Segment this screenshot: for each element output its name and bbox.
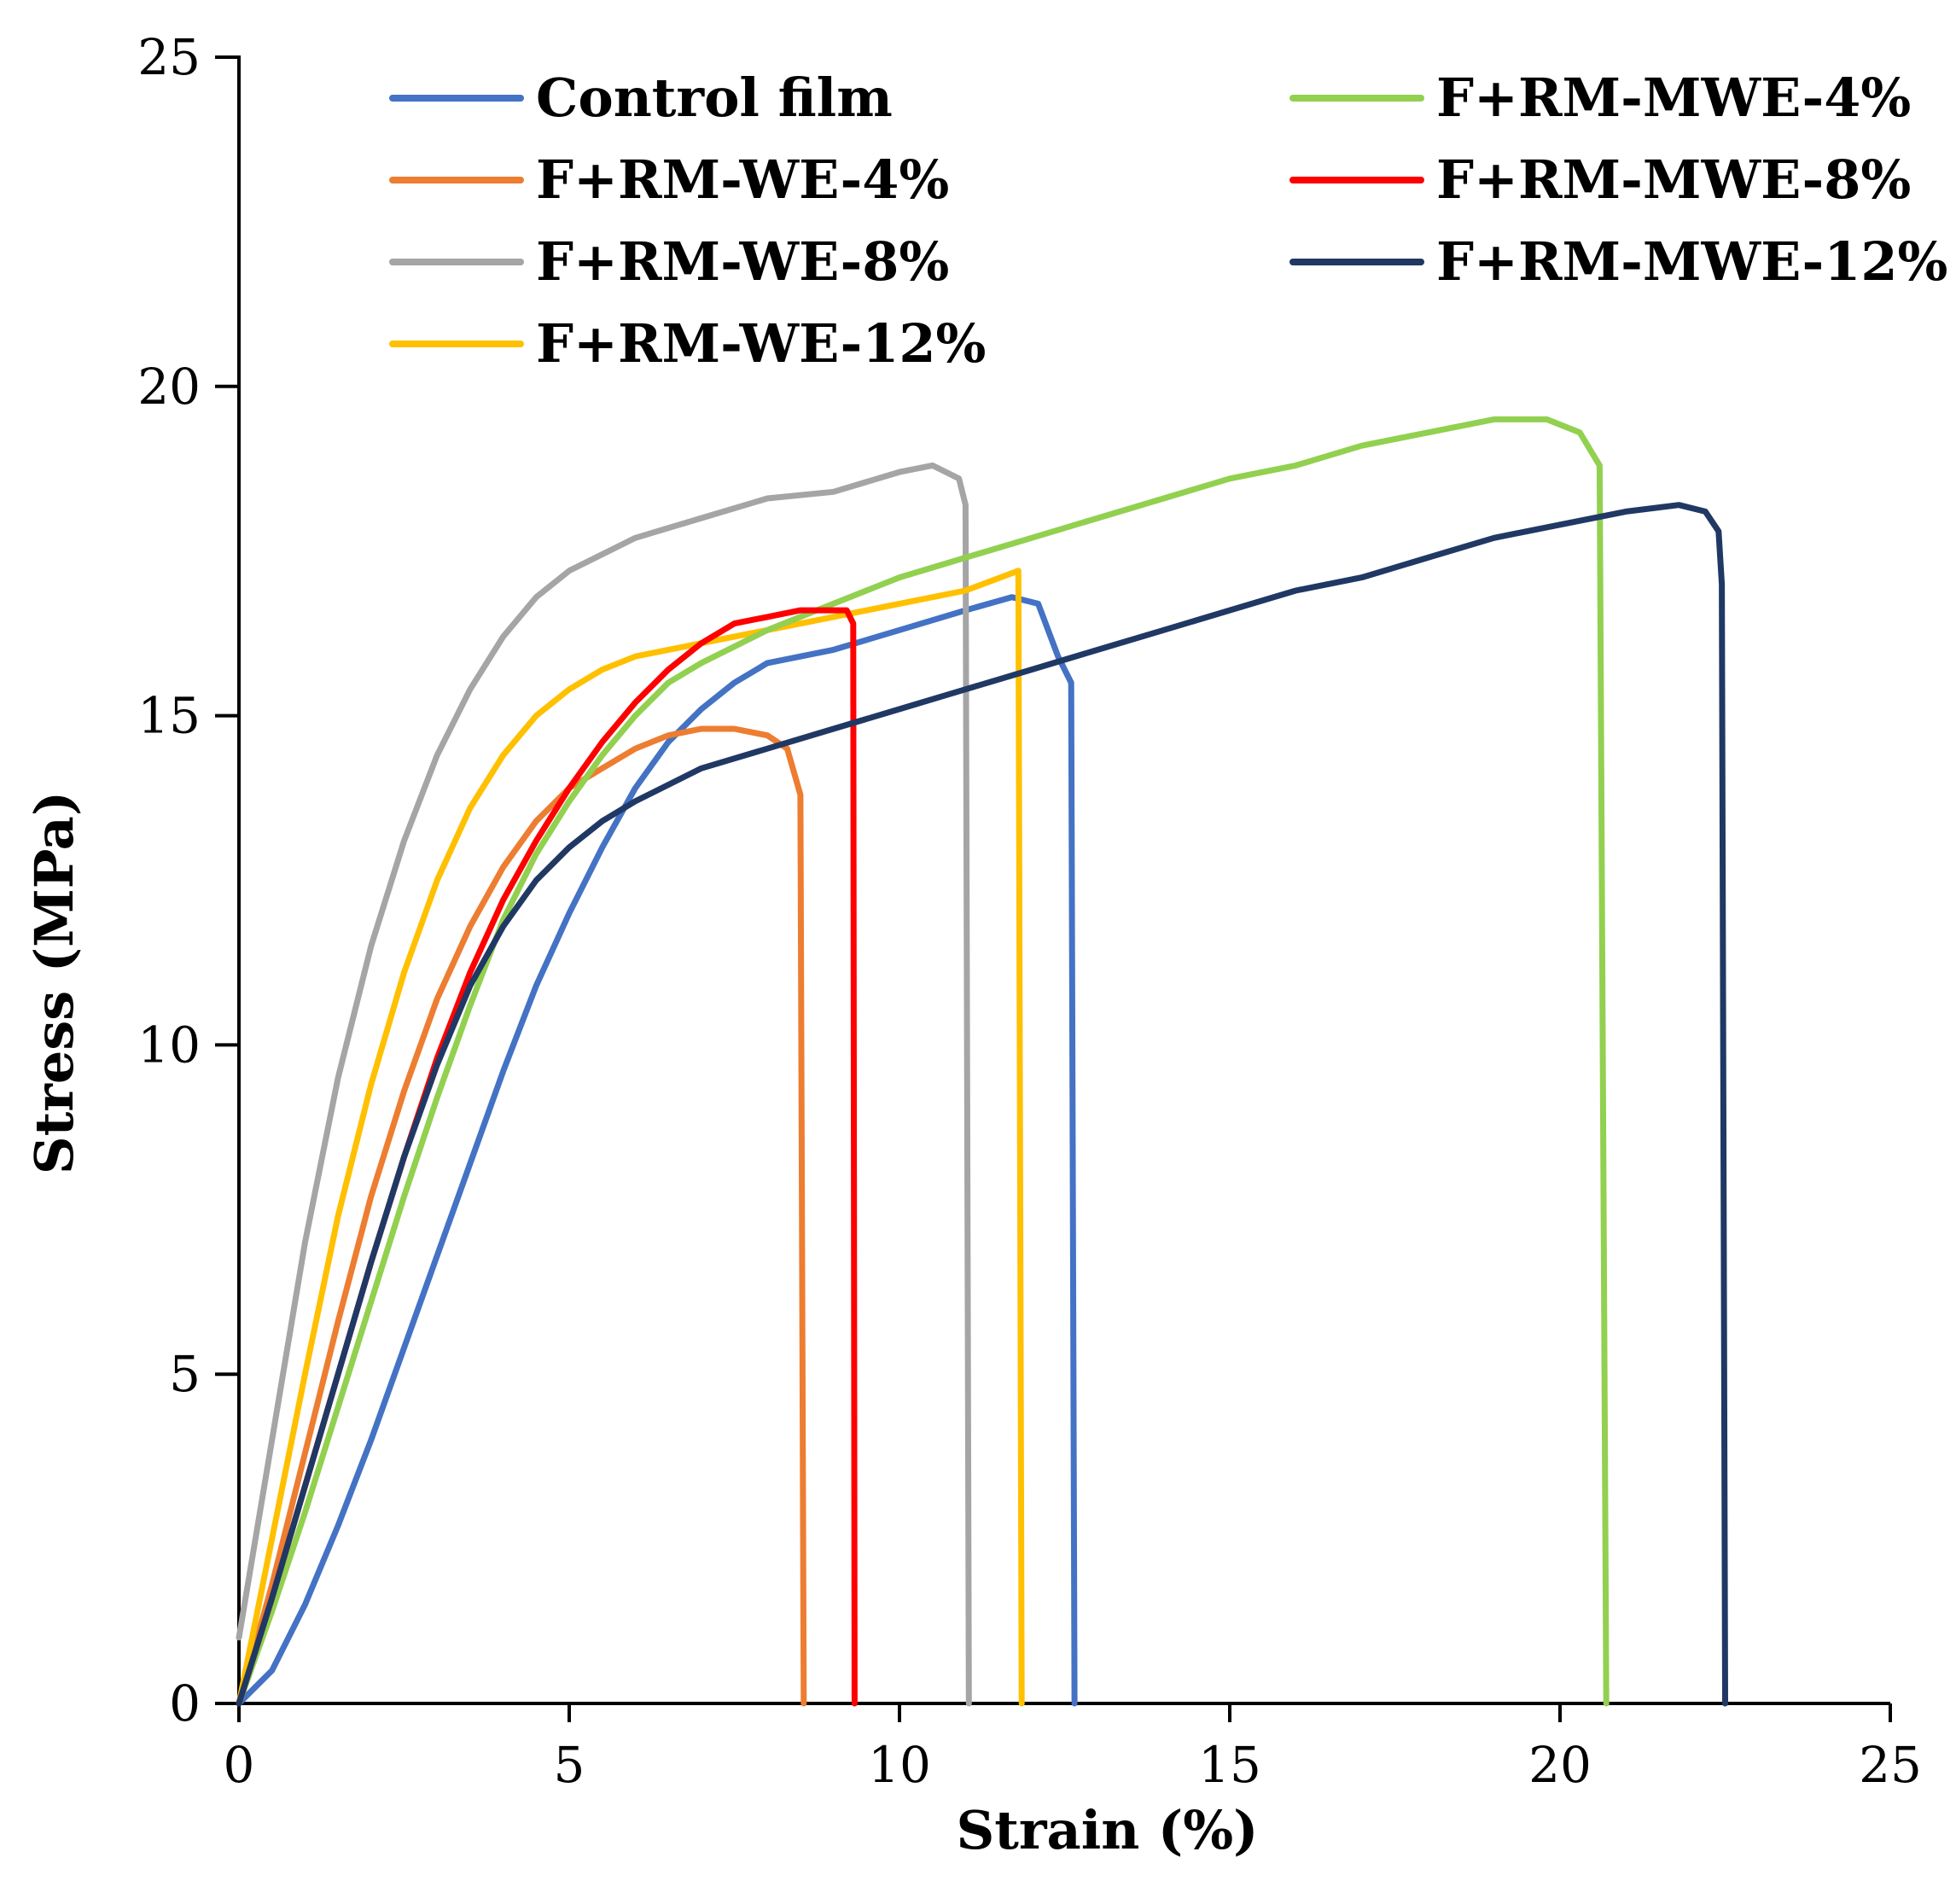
legend-label: F+RM-WE-12%: [536, 312, 986, 375]
y-tick-label: 20: [137, 358, 201, 416]
legend-item-f-rm-mwe-4: F+RM-MWE-4%: [1289, 67, 1911, 129]
y-tick-label: 15: [137, 687, 201, 745]
axes-layer: [237, 55, 1890, 1705]
x-tick-label: 0: [224, 1736, 255, 1794]
legend-label: Control film: [536, 67, 893, 129]
legend-label: F+RM-WE-8%: [536, 230, 949, 293]
x-tick-label: 5: [554, 1736, 585, 1794]
y-tick-label: 5: [169, 1345, 201, 1403]
x-axis-title: Strain (%): [956, 1799, 1258, 1861]
y-axis-title: Stress (MPa): [23, 791, 85, 1174]
x-tick-label: 15: [1198, 1736, 1261, 1794]
legend-label: F+RM-MWE-12%: [1436, 230, 1947, 293]
x-tick-label: 25: [1859, 1736, 1922, 1794]
x-tick-label: 10: [868, 1736, 931, 1794]
x-tick-label: 20: [1528, 1736, 1592, 1794]
y-tick-label: 0: [169, 1674, 201, 1732]
y-tick-label: 25: [137, 28, 201, 86]
legend-item-f-rm-we-4: F+RM-WE-4%: [389, 148, 949, 211]
series-line-control-film: [236, 594, 1078, 1707]
legend: Control film F+RM-MWE-4% F+RM-WE-4% F+RM-MW…: [389, 67, 1947, 375]
y-tick-label: 10: [137, 1016, 201, 1074]
legend-item-f-rm-we-8: F+RM-WE-8%: [389, 230, 949, 293]
legend-label: F+RM-MWE-4%: [1436, 67, 1911, 129]
legend-item-f-rm-mwe-8: F+RM-MWE-8%: [1289, 148, 1911, 211]
ticks-layer: 0 5 10 15 20 25 0 5 10 15 20 25: [137, 28, 1922, 1794]
series-line-f-rm-mwe-12: [236, 502, 1728, 1707]
series-line-f-rm-mwe-4: [236, 416, 1610, 1707]
series-line-f-rm-we-8: [236, 462, 972, 1707]
legend-item-f-rm-we-12: F+RM-WE-12%: [389, 312, 986, 375]
legend-label: F+RM-WE-4%: [536, 148, 949, 211]
series-layer: [236, 416, 1728, 1707]
legend-item-f-rm-mwe-12: F+RM-MWE-12%: [1289, 230, 1947, 293]
legend-item-control-film: Control film: [389, 67, 893, 129]
series-line-f-rm-we-4: [236, 725, 807, 1707]
series-line-f-rm-we-12: [236, 568, 1025, 1707]
legend-label: F+RM-MWE-8%: [1436, 148, 1911, 211]
